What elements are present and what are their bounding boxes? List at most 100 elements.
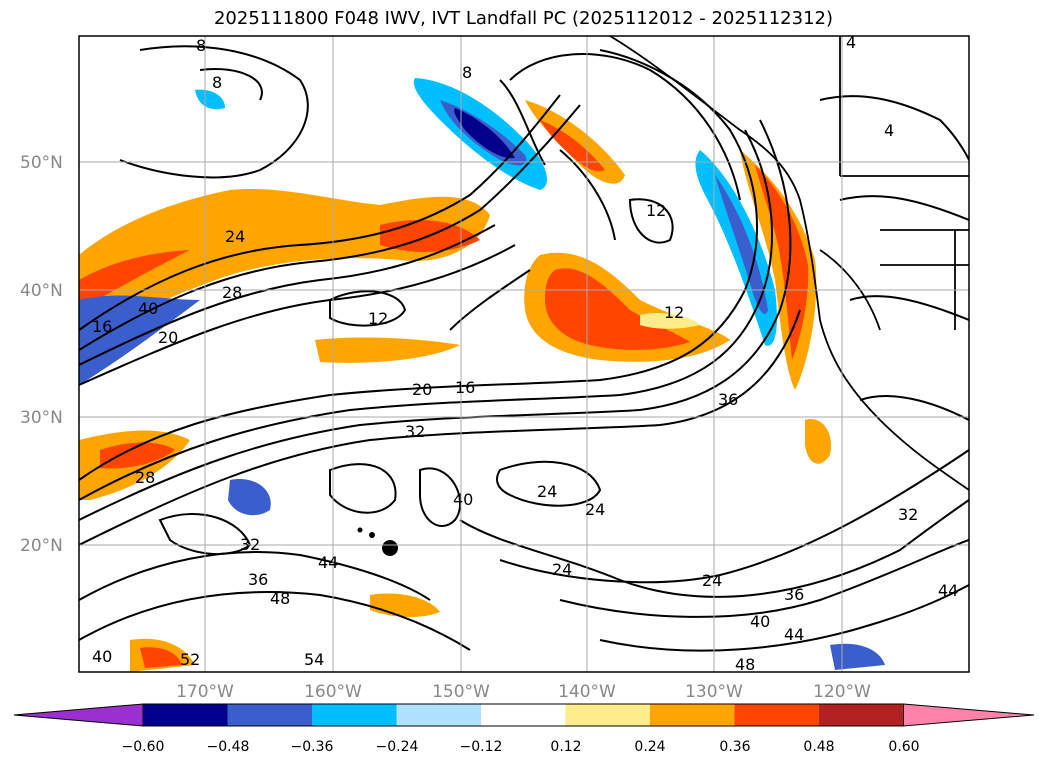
contour-label: 48 — [735, 655, 755, 674]
contour-label: 40 — [138, 299, 158, 318]
colorbar-extend-min — [13, 703, 144, 727]
contour-line — [79, 309, 801, 546]
contour-label: 40 — [453, 490, 473, 509]
contour-line — [79, 49, 758, 481]
contour-label: 8 — [196, 36, 206, 55]
contour-label: 24 — [225, 227, 245, 246]
colorbar-segment — [312, 704, 397, 726]
contour-label: 8 — [462, 63, 472, 82]
colorbar-segment — [396, 704, 482, 726]
contour-line — [509, 53, 741, 201]
contour-line — [459, 499, 969, 598]
contour-label: 24 — [537, 482, 557, 501]
contour-layer — [79, 45, 969, 652]
contour-label: 12 — [664, 303, 684, 322]
lat-label: 20°N — [20, 536, 63, 556]
contour-label: 24 — [585, 500, 605, 519]
coastline — [609, 36, 969, 491]
contour-label: 36 — [718, 390, 738, 409]
contour-line — [79, 224, 496, 366]
red-anomaly-sw — [100, 442, 175, 469]
colorbar-segment — [143, 704, 228, 726]
contour-line — [329, 463, 397, 514]
colorbar-tick-label: 0.48 — [803, 739, 834, 755]
contour-label: 28 — [222, 283, 242, 302]
contour-line — [628, 198, 674, 244]
lon-label: 130°W — [685, 682, 743, 702]
contour-line — [559, 539, 969, 618]
contour-line — [839, 195, 969, 221]
contour-label: 32 — [240, 535, 260, 554]
contour-label: 48 — [270, 589, 290, 608]
contour-label: 52 — [180, 650, 200, 669]
lon-label: 160°W — [304, 682, 362, 702]
contour-label: 12 — [368, 309, 388, 328]
contour-label: 24 — [702, 571, 722, 590]
colorbar-segment — [650, 704, 735, 726]
colorbar-tick-label: −0.48 — [207, 739, 250, 755]
lat-axis: 50°N 40°N 30°N 20°N — [20, 153, 63, 556]
contour-label: 16 — [455, 378, 475, 397]
contour-label: 8 — [212, 73, 222, 92]
blue-anomaly-west — [79, 295, 200, 385]
colorbar-tick-label: 0.12 — [550, 739, 581, 755]
contour-label: 32 — [405, 422, 425, 441]
shading-layer — [79, 78, 885, 672]
colorbar-segment — [481, 704, 566, 726]
contour-line — [819, 95, 969, 161]
colorbar-segment — [734, 704, 820, 726]
lon-label: 150°W — [432, 682, 490, 702]
lon-label: 170°W — [176, 682, 234, 702]
contour-line — [449, 269, 531, 331]
contour-label: 54 — [304, 650, 324, 669]
colorbar-tick-label: 0.24 — [634, 739, 665, 755]
contour-line — [496, 460, 602, 507]
contour-line — [79, 551, 431, 601]
lon-label: 120°W — [813, 682, 871, 702]
blue-anomaly-w2 — [195, 89, 225, 110]
contour-label: 44 — [318, 553, 338, 572]
contour-line — [79, 244, 516, 386]
contour-line — [499, 449, 969, 584]
orange-anomaly-baja — [805, 419, 831, 464]
map-panel: 8 8 8 4 4 24 28 12 40 16 20 20 16 12 12 … — [79, 36, 969, 674]
contour-line — [499, 79, 546, 166]
contour-label: 36 — [248, 570, 268, 589]
contour-line — [559, 149, 616, 241]
contour-label: 16 — [92, 317, 112, 336]
contour-line — [599, 584, 969, 652]
contour-label: 28 — [135, 468, 155, 487]
blue-anomaly-coastal-core — [715, 175, 768, 314]
contour-label: 12 — [646, 201, 666, 220]
colorbar-segment — [227, 704, 313, 726]
contour-line — [419, 467, 461, 527]
lat-label: 30°N — [20, 408, 63, 428]
contour-label: 20 — [158, 328, 178, 347]
colorbar-tick-label: 0.60 — [888, 739, 919, 755]
colorbar-segment — [565, 704, 651, 726]
colorbar-tick-label: −0.60 — [122, 739, 165, 755]
colorbar — [13, 703, 1035, 727]
lon-axis: 170°W 160°W 150°W 140°W 130°W 120°W — [176, 682, 871, 702]
navy-anomaly-core — [454, 108, 515, 159]
colorbar-ticks: −0.60 −0.48 −0.36 −0.24 −0.12 0.12 0.24 … — [122, 739, 920, 755]
contour-line — [329, 290, 407, 327]
contour-line — [79, 104, 581, 351]
red-anomaly-central — [545, 268, 690, 350]
colorbar-extend-max — [903, 703, 1035, 727]
contour-label: 44 — [784, 625, 804, 644]
contour-line — [119, 45, 309, 179]
colorbar-tick-label: −0.12 — [460, 739, 503, 755]
contour-labels: 8 8 8 4 4 24 28 12 40 16 20 20 16 12 12 … — [92, 36, 958, 674]
contour-line — [859, 395, 969, 421]
coastline-layer — [609, 36, 969, 491]
lat-label: 40°N — [20, 281, 63, 301]
contour-label: 20 — [412, 380, 432, 399]
plot-title: 2025111800 F048 IWV, IVT Landfall PC (20… — [213, 8, 834, 29]
contour-line — [79, 129, 773, 501]
contour-label: 24 — [552, 560, 572, 579]
colorbar-tick-label: −0.24 — [376, 739, 419, 755]
contour-line — [849, 295, 969, 321]
contour-label: 40 — [750, 612, 770, 631]
